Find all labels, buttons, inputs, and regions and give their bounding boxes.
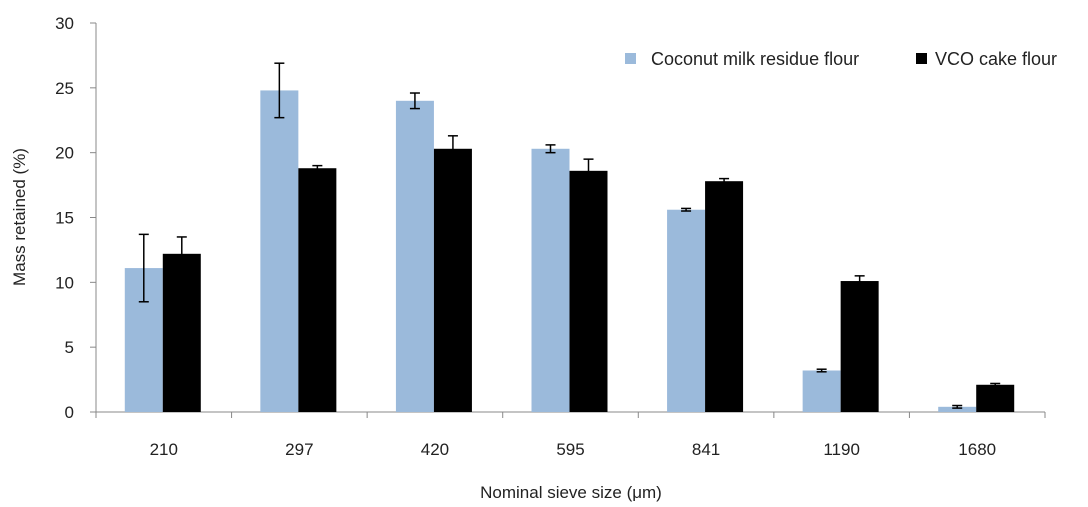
x-tick-label: 1190 (823, 440, 860, 459)
x-tick-label: 841 (692, 440, 720, 459)
x-tick-label: 595 (556, 440, 584, 459)
bars (125, 63, 1014, 412)
y-tick-label: 30 (55, 14, 74, 33)
y-tick-label: 25 (55, 79, 74, 98)
bar-vco-cake-flour (163, 254, 201, 412)
bar-coconut-milk-residue-flour (260, 90, 298, 412)
bar-vco-cake-flour (705, 181, 743, 412)
bar-coconut-milk-residue-flour (396, 101, 434, 412)
x-tick-label: 210 (150, 440, 178, 459)
bar-vco-cake-flour (570, 171, 608, 412)
legend-swatch-vco-cake-flour (916, 53, 927, 64)
x-tick-label: 420 (421, 440, 449, 459)
y-tick-label: 5 (65, 338, 74, 357)
x-tick-label: 297 (285, 440, 313, 459)
y-tick-label: 10 (55, 273, 74, 292)
bar-vco-cake-flour (298, 168, 336, 412)
y-axis-title: Mass retained (%) (10, 148, 29, 286)
y-tick-label: 0 (65, 403, 74, 422)
legend-swatch-coconut-milk-residue-flour (625, 53, 636, 64)
legend-label-vco-cake-flour: VCO cake flour (935, 49, 1057, 69)
x-axis-title: Nominal sieve size (μm) (480, 483, 662, 502)
y-tick-label: 15 (55, 209, 74, 228)
bar-vco-cake-flour (434, 149, 472, 412)
bar-vco-cake-flour (841, 281, 879, 412)
x-axis: 210 297 420 595 841 1190 1680 (96, 412, 1045, 459)
x-tick-label: 1680 (958, 440, 996, 459)
legend: Coconut milk residue flour VCO cake flou… (625, 49, 1057, 69)
bar-vco-cake-flour (976, 385, 1014, 412)
bar-coconut-milk-residue-flour (532, 149, 570, 412)
y-tick-label: 20 (55, 144, 74, 163)
bar-coconut-milk-residue-flour (667, 210, 705, 412)
bar-coconut-milk-residue-flour (803, 371, 841, 412)
legend-label-coconut-milk-residue-flour: Coconut milk residue flour (651, 49, 859, 69)
y-axis: 0 5 10 15 20 25 30 (55, 14, 96, 422)
